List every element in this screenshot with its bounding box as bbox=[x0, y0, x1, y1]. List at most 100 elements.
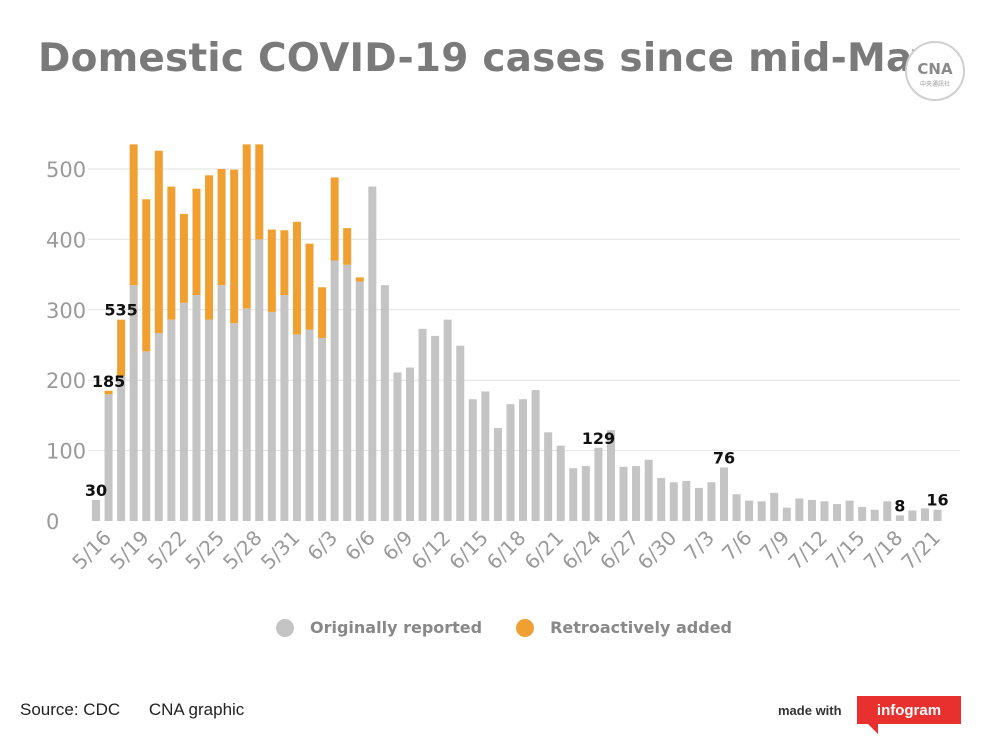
x-tick-label: 6/3 bbox=[302, 526, 342, 566]
bar-original-6-23 bbox=[581, 466, 590, 521]
x-tick-label: 6/27 bbox=[595, 526, 644, 575]
source-text: Source: CDC bbox=[20, 700, 121, 719]
bar-retro-5-29 bbox=[267, 229, 276, 312]
x-tick-label: 5/16 bbox=[67, 526, 116, 575]
bar-original-6-6 bbox=[368, 186, 377, 521]
bar-original-6-24 bbox=[594, 447, 603, 521]
bar-retro-6-2 bbox=[318, 287, 327, 338]
bar-original-7-9 bbox=[782, 507, 791, 521]
bar-original-7-20 bbox=[920, 508, 929, 521]
bar-retro-6-1 bbox=[305, 243, 314, 330]
bar-original-6-22 bbox=[569, 468, 578, 521]
x-tick-label: 6/30 bbox=[633, 526, 682, 575]
bar-original-7-10 bbox=[795, 498, 804, 521]
legend-label-retro: Retroactively added bbox=[550, 618, 732, 637]
bar-original-6-9 bbox=[406, 367, 414, 521]
x-tick-label: 5/28 bbox=[218, 526, 267, 575]
svg-text:CNA: CNA bbox=[917, 60, 953, 78]
footer-credits: Source: CDC CNA graphic bbox=[20, 700, 268, 720]
legend-swatch-original bbox=[276, 618, 294, 637]
bar-original-5-22 bbox=[179, 302, 188, 521]
x-tick-label: 7/15 bbox=[821, 526, 870, 575]
bar-original-7-11 bbox=[807, 499, 816, 521]
bar-original-6-1 bbox=[305, 329, 314, 521]
y-tick-label: 500 bbox=[46, 158, 86, 182]
legend-item-retro[interactable]: Retroactively added bbox=[516, 618, 732, 637]
bar-original-6-27 bbox=[632, 466, 641, 521]
bar-original-7-2 bbox=[694, 487, 703, 521]
bar-retro-5-25 bbox=[217, 169, 226, 286]
bar-original-7-5 bbox=[732, 494, 741, 521]
bar-retro-5-27 bbox=[242, 144, 251, 309]
legend-swatch-retro bbox=[516, 618, 535, 637]
bar-original-5-15 bbox=[92, 499, 100, 521]
bar-original-6-18 bbox=[519, 399, 528, 521]
bar-original-6-7 bbox=[380, 285, 389, 521]
bar-original-7-4 bbox=[720, 467, 728, 521]
chart-title: Domestic COVID-19 cases since mid-May bbox=[38, 36, 937, 81]
bar-original-5-27 bbox=[242, 308, 251, 521]
bar-original-5-31 bbox=[292, 334, 301, 521]
x-tick-label: 6/18 bbox=[482, 526, 531, 575]
x-tick-label: 5/25 bbox=[180, 526, 229, 575]
bar-original-6-10 bbox=[418, 328, 427, 521]
bar-retro-5-28 bbox=[255, 144, 264, 240]
bar-original-6-26 bbox=[619, 466, 628, 521]
x-tick-label: 7/18 bbox=[859, 526, 908, 575]
bar-original-7-17 bbox=[883, 501, 892, 521]
x-tick-label: 6/6 bbox=[340, 526, 380, 566]
bar-original-7-18 bbox=[895, 515, 904, 521]
bar-retro-5-21 bbox=[167, 186, 176, 320]
chart-legend: Originally reported Retroactively added bbox=[276, 618, 766, 637]
bar-original-6-28 bbox=[644, 459, 653, 521]
infogram-badge-tail bbox=[868, 724, 878, 734]
bar-retro-5-22 bbox=[179, 214, 188, 303]
graphic-credit: CNA graphic bbox=[148, 700, 245, 719]
x-tick-label: 6/21 bbox=[520, 526, 569, 575]
bar-original-6-5 bbox=[355, 281, 364, 521]
bar-original-5-18 bbox=[129, 285, 138, 521]
bar-original-7-16 bbox=[870, 509, 879, 521]
bar-retro-5-23 bbox=[192, 188, 201, 296]
bar-original-5-24 bbox=[205, 319, 214, 521]
bar-original-6-25 bbox=[606, 430, 615, 521]
bar-original-5-20 bbox=[154, 333, 163, 521]
bar-original-5-26 bbox=[230, 323, 239, 521]
bar-original-6-19 bbox=[531, 390, 540, 521]
y-tick-label: 100 bbox=[46, 440, 86, 464]
x-tick-label: 7/3 bbox=[679, 526, 719, 566]
infogram-badge[interactable]: infogram bbox=[857, 696, 961, 724]
x-tick-label: 7/6 bbox=[717, 526, 757, 566]
bar-original-6-2 bbox=[318, 337, 327, 521]
bar-retro-6-4 bbox=[343, 228, 352, 265]
x-tick-label: 5/31 bbox=[256, 526, 305, 575]
bar-original-5-28 bbox=[255, 239, 264, 521]
bar-original-5-30 bbox=[280, 295, 289, 521]
bar-original-6-12 bbox=[443, 319, 452, 521]
bar-retro-5-16 bbox=[104, 390, 113, 395]
bar-original-7-6 bbox=[745, 500, 754, 521]
legend-item-original[interactable]: Originally reported bbox=[276, 618, 482, 637]
y-tick-label: 400 bbox=[46, 228, 86, 252]
bar-original-7-21 bbox=[933, 509, 942, 521]
y-tick-label: 200 bbox=[46, 369, 86, 393]
bar-original-7-14 bbox=[845, 500, 854, 521]
data-label: 185 bbox=[92, 372, 125, 391]
x-tick-label: 6/12 bbox=[406, 526, 455, 575]
x-tick-label: 6/15 bbox=[444, 526, 493, 575]
bar-retro-5-18 bbox=[129, 144, 138, 286]
bar-original-6-20 bbox=[544, 432, 553, 521]
legend-label-original: Originally reported bbox=[310, 618, 483, 637]
bar-retro-5-20 bbox=[154, 150, 163, 334]
bar-original-7-15 bbox=[858, 506, 867, 521]
data-label: 16 bbox=[926, 491, 948, 510]
x-tick-label: 7/12 bbox=[783, 526, 832, 575]
bar-original-6-21 bbox=[556, 445, 565, 521]
bar-retro-5-24 bbox=[205, 175, 214, 320]
y-tick-label: 0 bbox=[46, 510, 59, 534]
bar-original-7-1 bbox=[682, 480, 691, 521]
data-label: 76 bbox=[713, 448, 735, 467]
bar-retro-5-17 bbox=[117, 319, 126, 376]
bar-original-6-14 bbox=[468, 399, 477, 521]
bar-original-7-19 bbox=[908, 510, 917, 521]
